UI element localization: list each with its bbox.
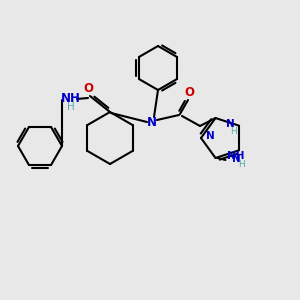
Text: N: N (232, 154, 240, 164)
Text: H: H (238, 160, 245, 169)
Text: O: O (184, 86, 194, 100)
Text: NH: NH (61, 92, 81, 106)
Text: H: H (67, 102, 75, 112)
Text: N: N (147, 116, 157, 128)
Text: N: N (206, 131, 214, 141)
Text: N: N (226, 119, 234, 129)
Text: H: H (231, 127, 237, 136)
Text: NH: NH (227, 151, 244, 161)
Text: O: O (83, 82, 93, 94)
